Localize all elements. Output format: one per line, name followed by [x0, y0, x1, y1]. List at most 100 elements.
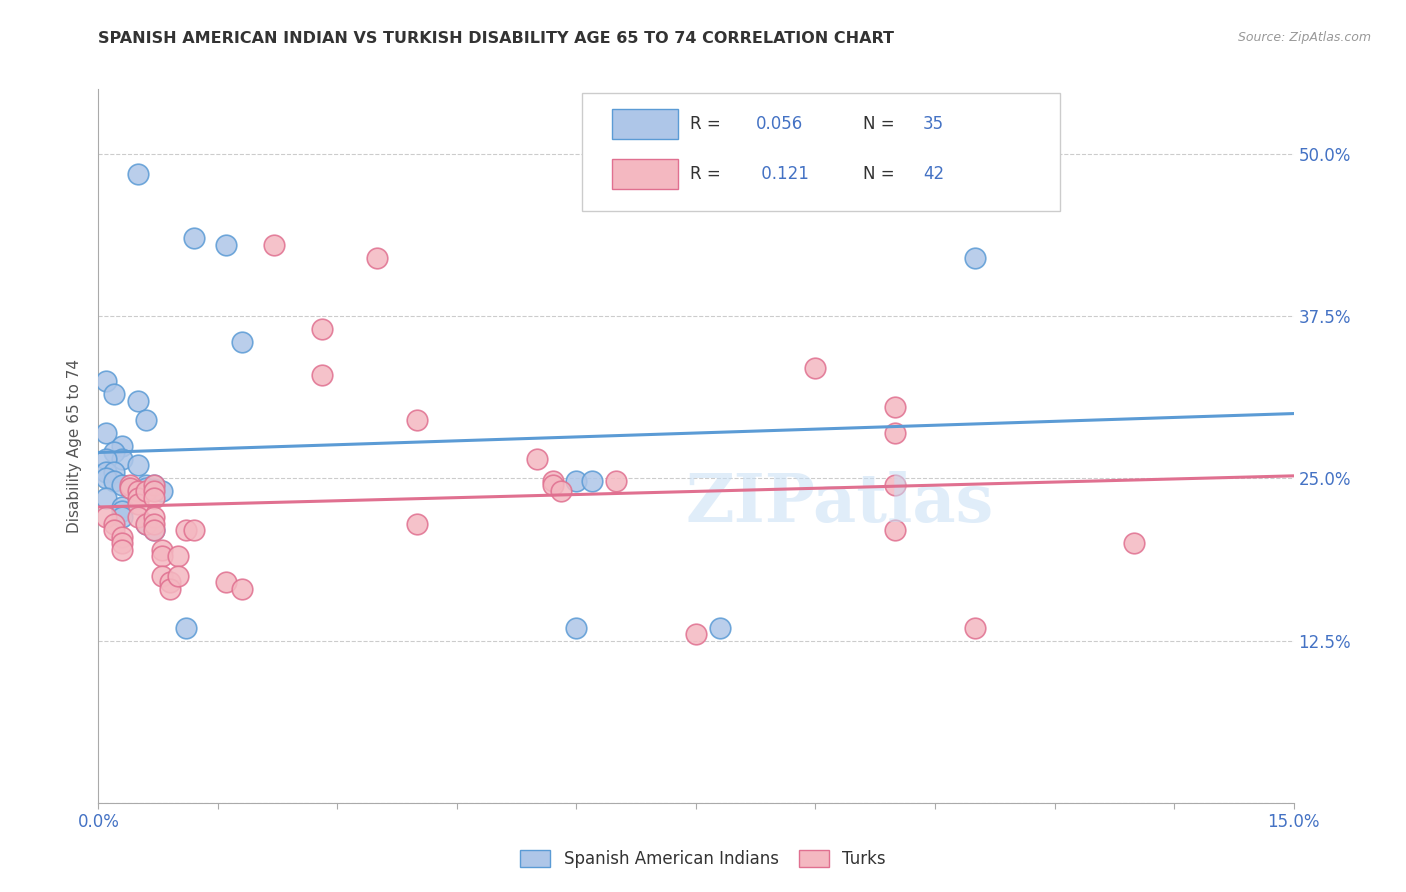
FancyBboxPatch shape: [613, 159, 678, 189]
Point: [143, 524, 166, 538]
Point: [174, 621, 197, 635]
Point: [167, 568, 190, 582]
Point: [215, 575, 238, 590]
Text: N =: N =: [863, 115, 900, 133]
Point: [311, 322, 333, 336]
Text: 0.056: 0.056: [756, 115, 803, 133]
Point: [120, 478, 142, 492]
Point: [167, 549, 190, 564]
Point: [135, 478, 157, 492]
Text: SPANISH AMERICAN INDIAN VS TURKISH DISABILITY AGE 65 TO 74 CORRELATION CHART: SPANISH AMERICAN INDIAN VS TURKISH DISAB…: [98, 31, 894, 46]
Point: [111, 542, 134, 557]
Point: [150, 549, 173, 564]
Point: [135, 516, 157, 531]
Point: [366, 251, 388, 265]
Point: [143, 510, 166, 524]
Point: [150, 542, 173, 557]
Point: [406, 413, 429, 427]
Point: [103, 516, 125, 531]
Point: [143, 484, 166, 499]
Point: [127, 497, 149, 511]
Point: [103, 474, 125, 488]
Point: [96, 510, 118, 524]
Point: [111, 439, 134, 453]
Point: [143, 516, 166, 531]
Point: [103, 465, 125, 479]
Point: [143, 491, 166, 505]
Point: [709, 621, 731, 635]
Point: [311, 368, 333, 382]
Point: [111, 478, 134, 492]
Point: [581, 474, 603, 488]
Point: [150, 484, 173, 499]
Point: [565, 474, 588, 488]
Point: [231, 335, 253, 350]
Point: [804, 361, 827, 376]
Point: [884, 425, 907, 440]
Point: [685, 627, 707, 641]
Point: [143, 482, 166, 496]
Point: [1123, 536, 1146, 550]
Point: [135, 481, 157, 495]
Point: [96, 471, 118, 485]
Point: [963, 621, 986, 635]
Point: [143, 478, 166, 492]
Point: [111, 530, 134, 544]
Text: R =: R =: [690, 165, 725, 183]
Point: [96, 491, 118, 505]
Point: [111, 452, 134, 467]
Point: [174, 524, 197, 538]
FancyBboxPatch shape: [613, 109, 678, 139]
Point: [120, 481, 142, 495]
Point: [127, 491, 149, 505]
Text: 35: 35: [922, 115, 945, 133]
Text: N =: N =: [863, 165, 900, 183]
Legend: Spanish American Indians, Turks: Spanish American Indians, Turks: [513, 843, 893, 875]
Point: [127, 167, 149, 181]
Point: [135, 413, 157, 427]
Point: [550, 484, 572, 499]
Point: [159, 582, 181, 596]
Point: [150, 568, 173, 582]
Point: [884, 524, 907, 538]
Point: [884, 478, 907, 492]
Point: [111, 510, 134, 524]
Point: [135, 484, 157, 499]
Point: [127, 484, 149, 499]
Point: [103, 445, 125, 459]
Point: [541, 474, 564, 488]
Point: [127, 510, 149, 524]
Point: [135, 516, 157, 531]
Point: [605, 474, 627, 488]
Point: [183, 524, 205, 538]
Point: [263, 238, 285, 252]
Point: [111, 504, 134, 518]
Point: [963, 251, 986, 265]
Y-axis label: Disability Age 65 to 74: Disability Age 65 to 74: [67, 359, 83, 533]
Point: [541, 478, 564, 492]
Text: Source: ZipAtlas.com: Source: ZipAtlas.com: [1237, 31, 1371, 45]
Point: [183, 231, 205, 245]
Point: [96, 465, 118, 479]
Point: [406, 516, 429, 531]
Point: [127, 458, 149, 473]
Point: [96, 425, 118, 440]
Point: [143, 524, 166, 538]
Point: [111, 500, 134, 514]
Point: [143, 478, 166, 492]
Point: [96, 374, 118, 388]
Text: 0.121: 0.121: [756, 165, 808, 183]
Point: [96, 452, 118, 467]
FancyBboxPatch shape: [582, 93, 1060, 211]
Point: [127, 393, 149, 408]
Point: [884, 400, 907, 414]
Point: [215, 238, 238, 252]
Point: [565, 621, 588, 635]
Text: R =: R =: [690, 115, 725, 133]
Point: [231, 582, 253, 596]
Text: ZIPatlas: ZIPatlas: [685, 471, 994, 535]
Point: [159, 575, 181, 590]
Point: [103, 387, 125, 401]
Text: 42: 42: [922, 165, 945, 183]
Point: [103, 524, 125, 538]
